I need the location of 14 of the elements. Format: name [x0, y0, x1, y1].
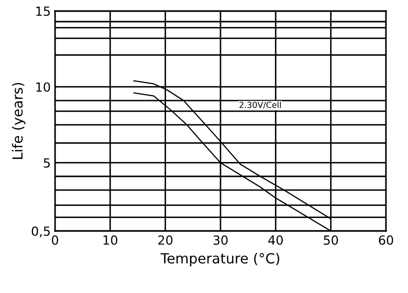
x-tick-label: 10 [104, 235, 118, 245]
x-tick-label: 40 [268, 235, 283, 245]
x-axis-title: Temperature (°C) [160, 252, 280, 266]
annotation: 2.30V/Cell [240, 102, 281, 109]
x-tick-label: 50 [324, 235, 338, 245]
y-tick-label: 10 [36, 82, 50, 92]
x-tick-label: 30 [214, 235, 228, 245]
y-tick-label: 0,5 [32, 226, 50, 238]
x-tick-label: 20 [158, 235, 172, 245]
y-tick-label: 5 [44, 158, 50, 168]
x-tick-label: 60 [378, 235, 394, 245]
y-axis-title: Life (years) [12, 82, 26, 159]
y-tick-label: 15 [36, 6, 50, 16]
x-tick-label: 0 [52, 235, 58, 245]
